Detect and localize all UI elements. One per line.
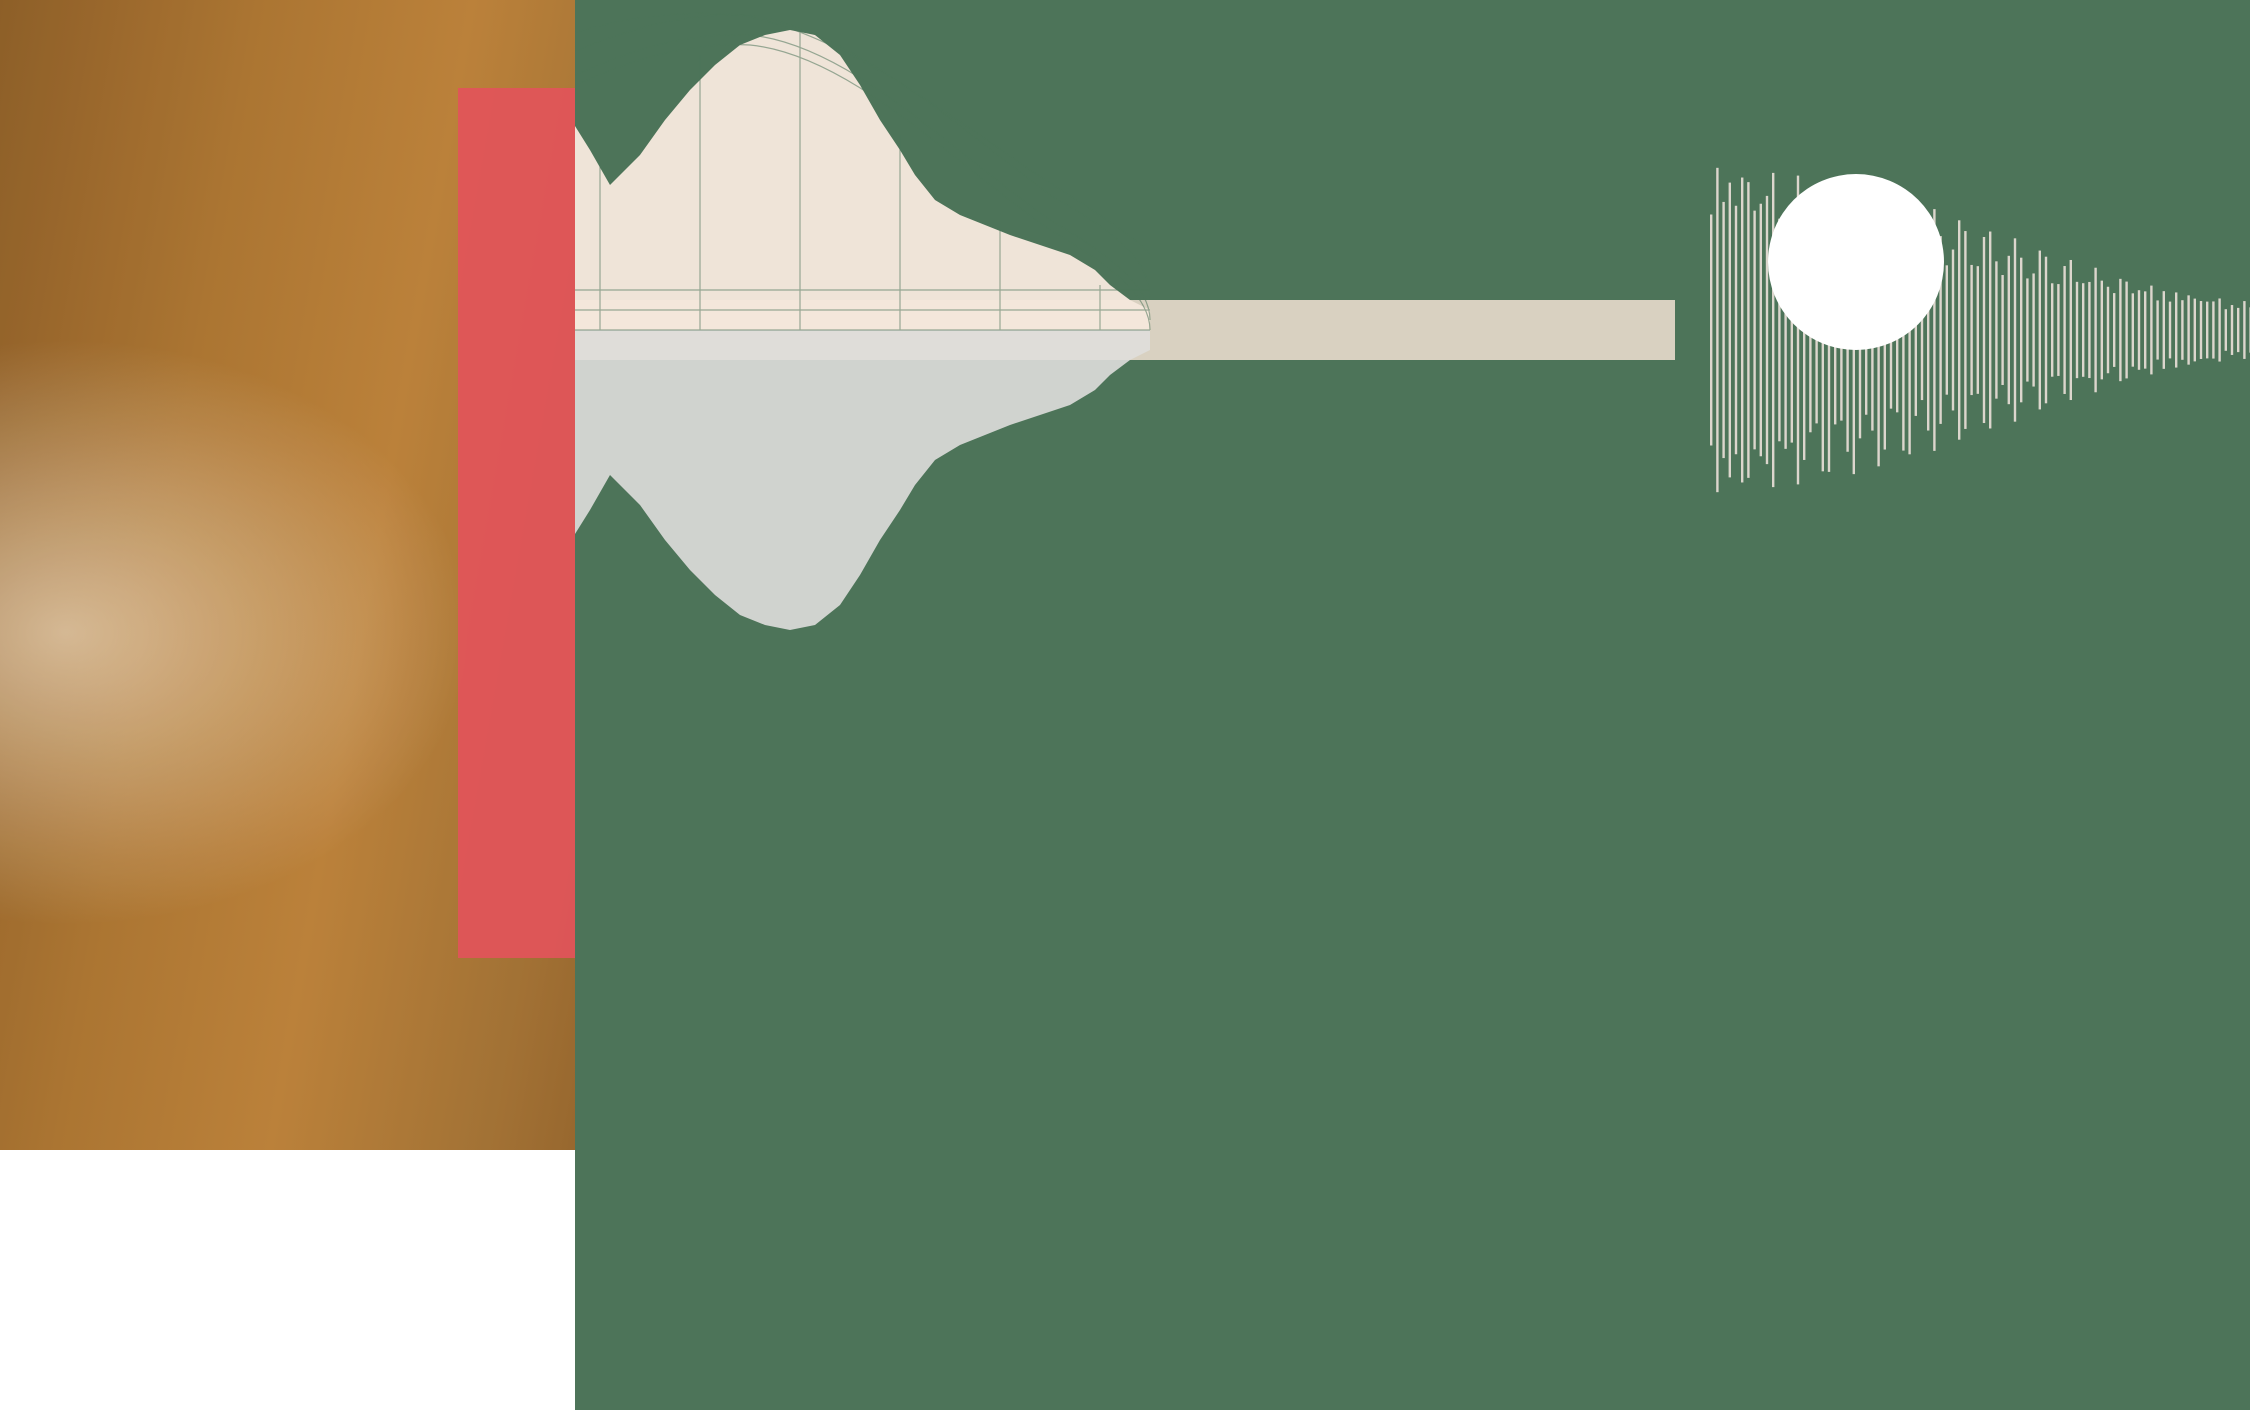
waveform-bar (2156, 300, 2158, 359)
waveform-bar (2051, 283, 2053, 376)
waveform-bar (1983, 237, 1985, 423)
waveform-bar (2187, 295, 2189, 364)
waveform-bar (2113, 293, 2115, 367)
waveform-bar (1735, 206, 1737, 454)
waveform-bar (1946, 265, 1948, 394)
mesh-mountain-reflection-fill (575, 330, 1150, 655)
mesh-mountain-wireframe (575, 0, 1675, 1410)
waveform-bar (2206, 302, 2208, 359)
waveform-bars-group (1650, 0, 2250, 1410)
waveform-bar (1958, 220, 1960, 439)
waveform-bar (2001, 275, 2003, 385)
waveform-bar (1722, 202, 1724, 458)
waveform-bar (1970, 265, 1972, 395)
waveform-bar (1741, 178, 1743, 483)
waveform-bar (2094, 268, 2096, 393)
waveform-bar (2082, 283, 2084, 377)
waveform-bar (2169, 302, 2171, 359)
waveform-bar (2132, 293, 2134, 366)
waveform-bar (2032, 273, 2034, 386)
mesh-mountain-svg (575, 0, 1675, 1410)
waveform-bar (2218, 298, 2220, 361)
waveform-bar (2107, 287, 2109, 374)
waveform-bar (2125, 282, 2127, 379)
waveform-bar (1772, 173, 1774, 487)
waveform-bar (2175, 292, 2177, 367)
waveform-bar (2119, 279, 2121, 381)
waveform-bar (2063, 266, 2065, 394)
waveform-bar (2212, 301, 2214, 358)
waveform-bar (2101, 281, 2103, 380)
waveform-bar (2200, 301, 2202, 359)
waveform-bar (1989, 232, 1991, 429)
waveform-bar (1729, 183, 1731, 478)
waveform-bar (2163, 291, 2165, 369)
waveform-bar (1710, 215, 1712, 446)
waveform-bar (2225, 309, 2227, 351)
waveform-bar (2020, 258, 2022, 403)
waveform-bar (1952, 250, 1954, 411)
composition-stage (0, 0, 2250, 1410)
waveform-bar (1766, 196, 1768, 464)
waveform-bar (2014, 238, 2016, 421)
waveform-bar (2150, 286, 2152, 375)
moon-circle (1768, 174, 1944, 350)
waveform-bar (1760, 204, 1762, 457)
waveform-bar (2231, 305, 2233, 355)
waveform-bar (2088, 282, 2090, 378)
waveform-bar (1747, 182, 1749, 478)
waveform-bar (2243, 301, 2245, 359)
waveform-bar (1977, 266, 1979, 394)
green-background-panel (575, 0, 2250, 1410)
waveform-bar (1716, 168, 1718, 492)
waveform-bar (2026, 278, 2028, 381)
waveform-bar (2045, 257, 2047, 404)
waveform-bar (2237, 308, 2239, 352)
waveform-bar (2181, 300, 2183, 360)
waveform-bar (2076, 282, 2078, 378)
waveform-bar (2008, 256, 2010, 404)
waveform-bar (1753, 211, 1755, 450)
waveform-bar (1995, 261, 1997, 398)
waveform-bar (2194, 299, 2196, 362)
waveform-bars-svg (1650, 0, 2250, 1410)
waveform-bar (2039, 251, 2041, 410)
waveform-bar (2138, 290, 2140, 370)
waveform-bar (2070, 260, 2072, 400)
waveform-bar (2144, 291, 2146, 368)
waveform-bar (1964, 231, 1966, 429)
waveform-bar (2057, 284, 2059, 376)
